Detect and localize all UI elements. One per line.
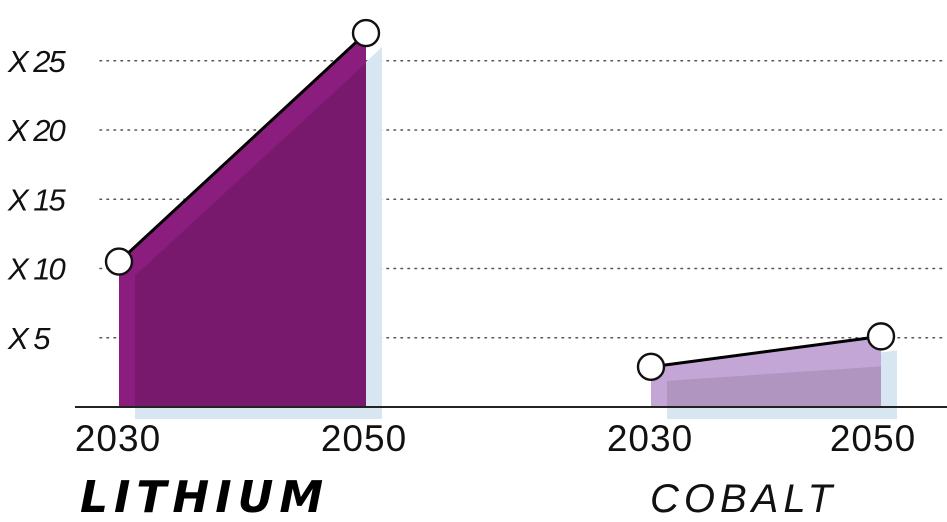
cobalt-x-tick-label-0: 2030 bbox=[607, 418, 693, 459]
lithium-series-line bbox=[117, 31, 368, 263]
lithium-panel-title: LITHIUM bbox=[80, 472, 329, 522]
lithium-x-tick-label-0: 2030 bbox=[75, 418, 161, 459]
lithium-area-facet bbox=[135, 63, 366, 408]
y-tick-label-1: X 10 bbox=[7, 252, 66, 287]
cobalt-x-tick-label-1: 2050 bbox=[830, 418, 916, 459]
y-axis-tick-labels: X 5 X 10 X 15 X 20 X 25 bbox=[7, 44, 69, 356]
cobalt-point-1 bbox=[866, 322, 896, 351]
lithium-point-0 bbox=[104, 247, 134, 276]
panel-cobalt bbox=[650, 334, 897, 419]
lithium-area bbox=[119, 33, 366, 408]
cobalt-point-0 bbox=[636, 352, 666, 382]
panels bbox=[117, 31, 897, 420]
y-tick-label-3: X 20 bbox=[7, 113, 66, 148]
cobalt-series-line bbox=[650, 334, 882, 369]
lithium-point-1 bbox=[351, 18, 381, 48]
y-tick-label-0: X 5 bbox=[7, 321, 51, 356]
lithium-x-tick-label-1: 2050 bbox=[321, 418, 407, 459]
cobalt-panel-title: COBALT bbox=[650, 477, 837, 521]
cobalt-area bbox=[651, 336, 881, 407]
data-point-markers bbox=[104, 18, 896, 382]
labels: 2030 2050 LITHIUM 2030 2050 COBALT bbox=[75, 418, 916, 522]
cobalt-area-facet bbox=[667, 366, 881, 407]
y-tick-label-2: X 15 bbox=[7, 182, 67, 217]
panel-lithium bbox=[117, 31, 382, 420]
y-tick-label-4: X 25 bbox=[7, 44, 67, 79]
